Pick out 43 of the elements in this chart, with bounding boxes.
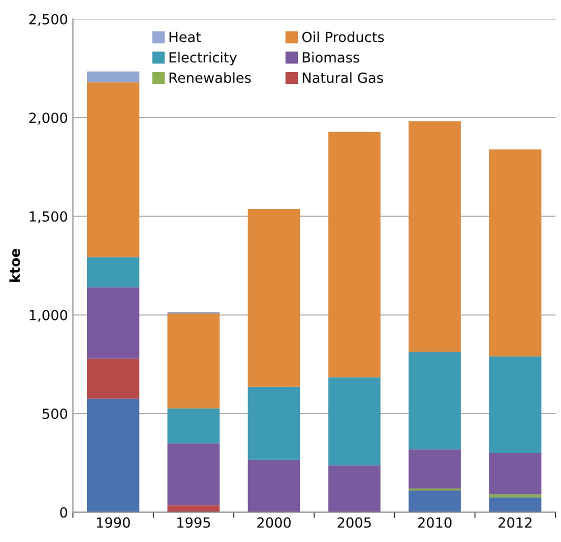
bar [408, 449, 461, 489]
bar [489, 149, 542, 356]
y-axis-title: ktoe [9, 248, 20, 282]
x-tick-label: 2005 [338, 517, 371, 528]
bar [408, 352, 461, 450]
bar [328, 377, 380, 466]
bar [167, 314, 220, 408]
legend-label: Electricity [170, 52, 237, 66]
bar [328, 465, 380, 512]
bar [248, 208, 300, 387]
y-tick-label: 2,000 [29, 112, 68, 125]
legend-label: Oil Products [302, 31, 384, 42]
bar [87, 82, 140, 258]
x-tick-label: 2000 [257, 517, 291, 528]
bar [489, 356, 542, 454]
y-tick-label: 1,500 [30, 211, 68, 224]
legend-label: Heat [170, 32, 201, 42]
bar [87, 257, 140, 288]
legend-label: Biomass [302, 52, 360, 63]
x-tick-label: 1990 [96, 517, 130, 528]
bar [167, 443, 220, 506]
x-tick-label: 2012 [498, 517, 532, 528]
y-tick-label: 1,000 [30, 310, 68, 322]
legend-label: Natural Gas [302, 72, 383, 83]
bar [489, 494, 542, 498]
y-tick-label: 500 [42, 408, 68, 420]
bar [87, 287, 140, 359]
bar [87, 71, 140, 82]
bar [167, 408, 220, 444]
x-tick-label: 2010 [418, 517, 452, 528]
bar [87, 398, 140, 512]
legend-label: Renewables [170, 72, 251, 83]
y-tick-label: 0 [60, 507, 68, 518]
y-tick-label: 2,500 [29, 14, 68, 26]
bar [248, 386, 300, 460]
x-tick-label: 1995 [177, 517, 210, 528]
bar [489, 497, 542, 512]
bar [328, 132, 380, 378]
bar [248, 460, 300, 512]
bar [408, 121, 461, 352]
bar [87, 358, 140, 399]
bar [408, 490, 461, 512]
bar [489, 453, 542, 494]
